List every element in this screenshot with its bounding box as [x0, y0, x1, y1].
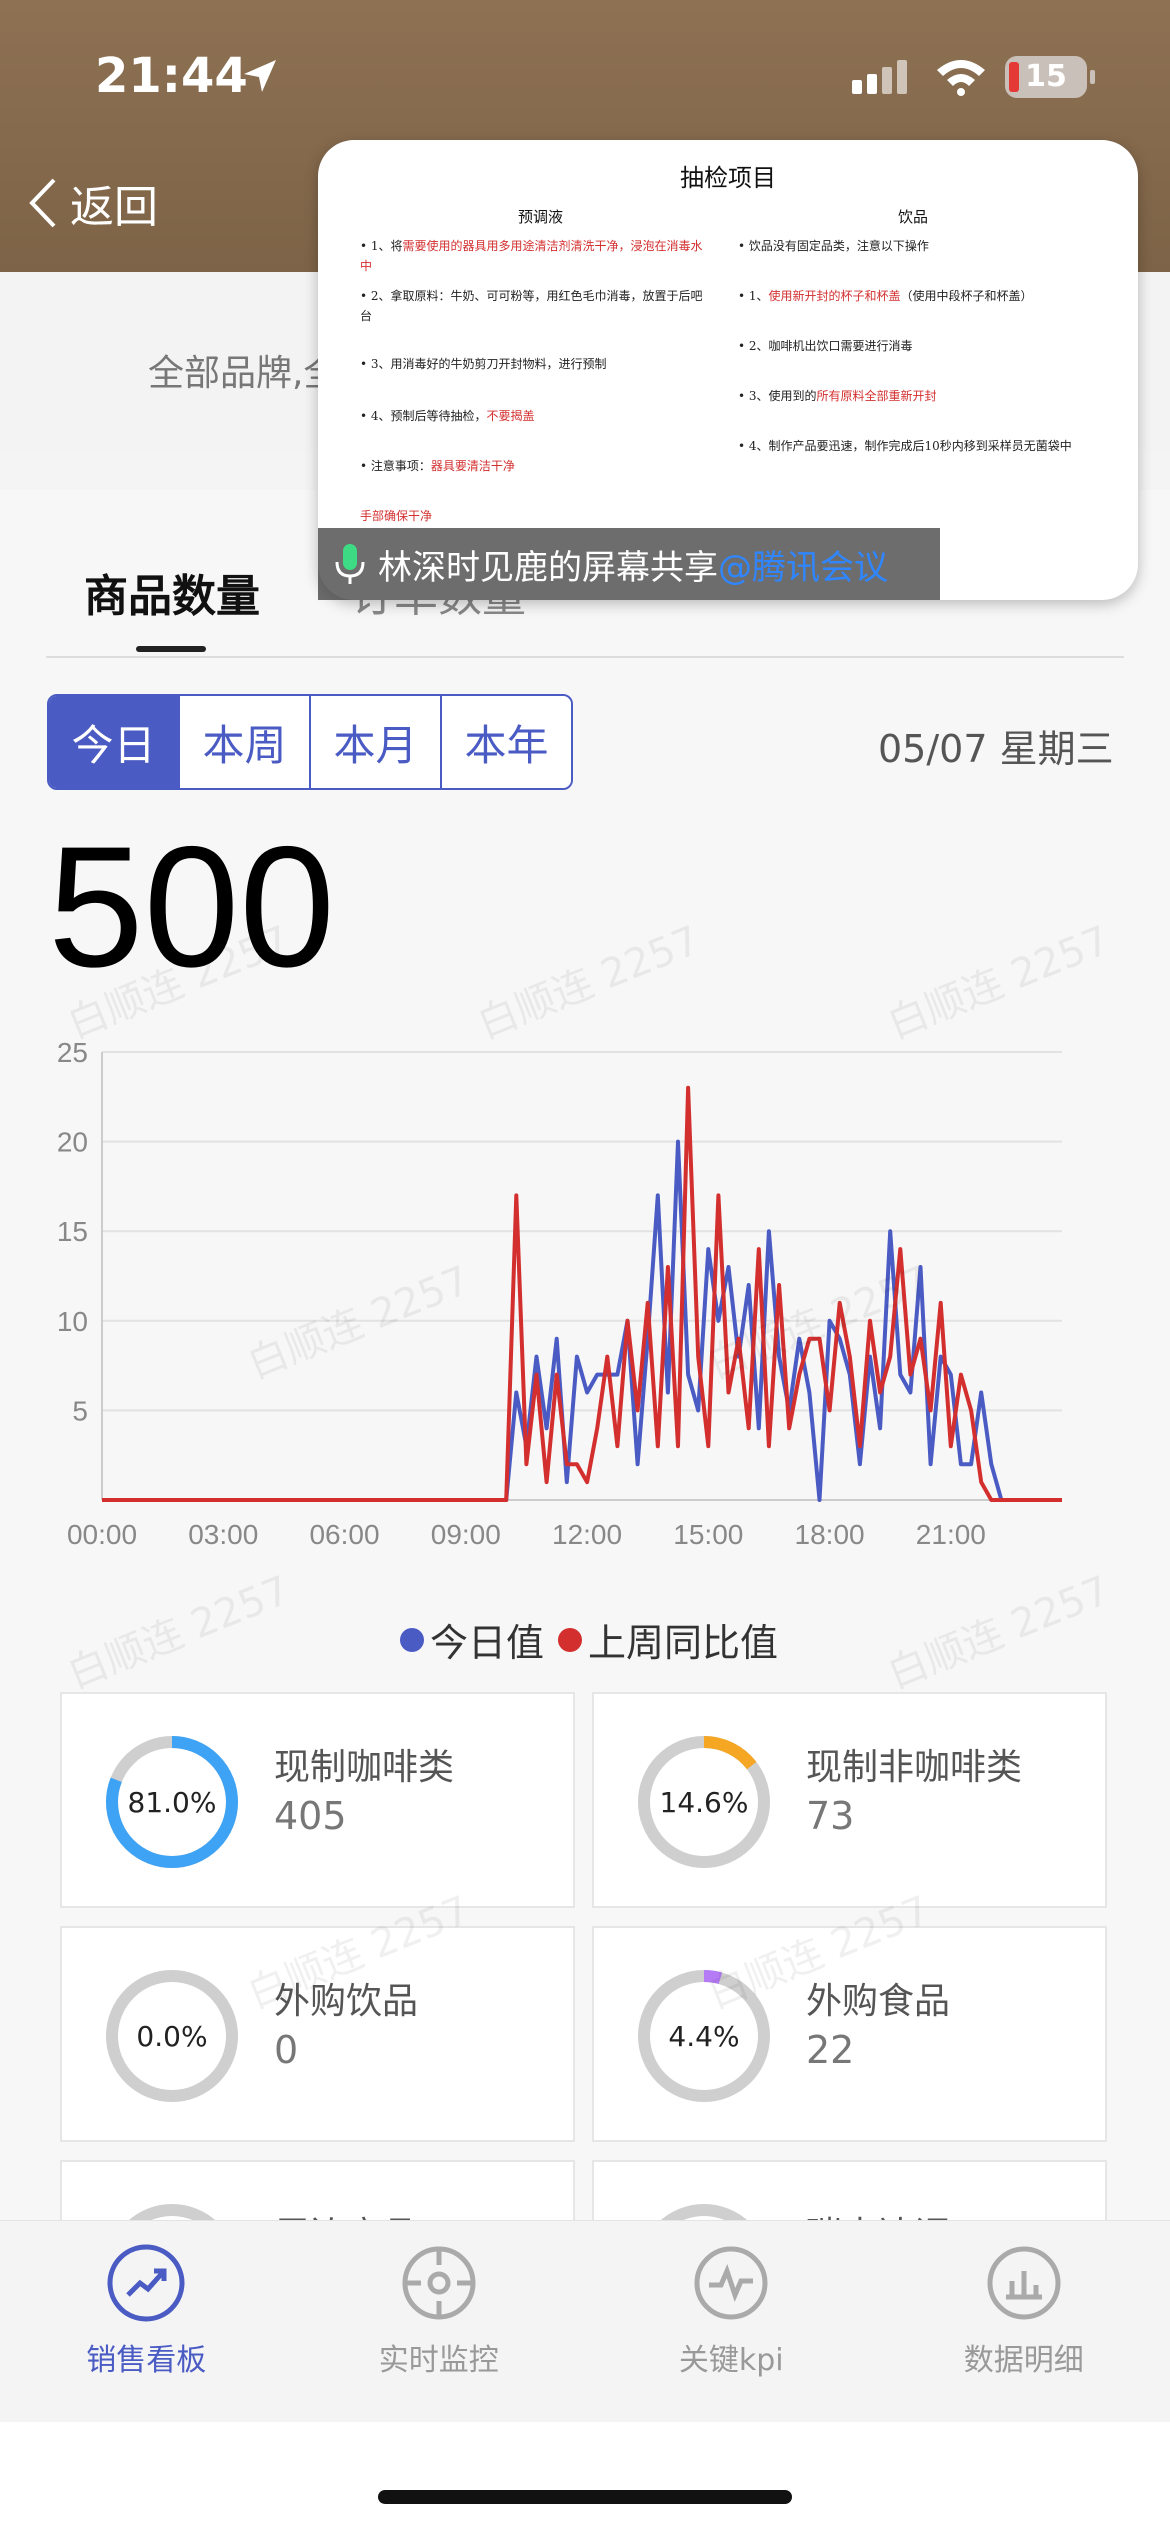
share-doc-line: • 3、用消毒好的牛奶剪刀开封物料，进行预制: [360, 357, 607, 371]
bottom-navigation: 销售看板 实时监控 关键kpi 数据明细: [0, 2220, 1170, 2422]
x-tick-label: 06:00: [309, 1519, 379, 1550]
share-doc-line: • 注意事项：器具要清洁干净: [360, 459, 515, 473]
tab-underline: [136, 646, 206, 652]
share-doc-line: • 4、制作产品要迅速，制作完成后10秒内移到采样员无菌袋中: [738, 439, 1072, 453]
stat-name: 现制咖啡类: [274, 1747, 455, 1788]
stat-percent: 0.0%: [136, 2019, 208, 2053]
share-doc-line: • 4、预制后等待抽检，不要揭盖: [360, 409, 535, 423]
tab-product-quantity[interactable]: 商品数量: [84, 571, 260, 622]
x-tick-label: 03:00: [188, 1519, 258, 1550]
stat-name: 外购饮品: [274, 1981, 419, 2022]
share-app-link[interactable]: @腾讯会议: [718, 547, 888, 588]
screen-share-window[interactable]: 抽检项目 预调液 饮品 • 1、将需要使用的器具用多用途清洁剂清洗干净，浸泡在消…: [318, 140, 1138, 600]
x-tick-label: 21:00: [916, 1519, 986, 1550]
current-date: 05/07 星期三: [878, 727, 1114, 771]
ring-progress: [106, 1736, 238, 1868]
stat-name: 现制非咖啡类: [806, 1747, 1023, 1788]
share-doc-line: 手部确保干净: [360, 509, 433, 523]
progress-ring: [106, 1970, 238, 2102]
location-arrow-icon: [244, 60, 276, 92]
quantity-line-chart: 5 10 15 20 25 00:00 03:00 06:00 09:00 12:00 15:00 1…: [57, 1037, 1062, 1550]
filter-text: 全部品牌,全: [148, 353, 340, 394]
share-col1-title: 预调液: [518, 208, 564, 226]
progress-ring: [638, 1736, 770, 1868]
battery-level: 15: [1025, 59, 1067, 94]
stat-value: 22: [806, 2028, 855, 2072]
period-selector: 今日 本周 本月 本年: [47, 694, 573, 790]
y-tick-label: 5: [72, 1395, 88, 1426]
y-tick-label: 20: [57, 1127, 88, 1158]
y-tick-label: 25: [57, 1037, 88, 1068]
ring-progress: [638, 1736, 770, 1868]
stat-card[interactable]: 14.6% 现制非咖啡类 73: [592, 1692, 1107, 1908]
tab-divider: [46, 656, 1124, 658]
share-doc-line: • 饮品没有固定品类，注意以下操作: [738, 239, 929, 253]
series-line-last-week: [102, 1085, 1062, 1502]
share-col2-title: 饮品: [898, 208, 929, 226]
cellular-signal-icon: [852, 60, 907, 94]
stat-percent: 4.4%: [668, 2019, 740, 2053]
nav-realtime-monitor[interactable]: 实时监控: [293, 2221, 586, 2422]
target-icon: [402, 2246, 476, 2320]
status-time: 21:44: [95, 48, 248, 104]
wifi-icon: [937, 60, 985, 96]
y-tick-label: 10: [57, 1306, 88, 1337]
y-tick-label: 15: [57, 1216, 88, 1247]
stat-percent: 81.0%: [127, 1785, 217, 1819]
period-today-button[interactable]: 今日: [49, 696, 178, 788]
total-quantity: 500: [48, 811, 335, 1003]
bar-chart-icon: [987, 2246, 1061, 2320]
share-doc-line: • 3、使用到的所有原料全部重新开封: [738, 389, 937, 403]
bottom-safe-area: [0, 2422, 1170, 2532]
x-tick-label: 15:00: [673, 1519, 743, 1550]
share-doc-line: • 2、咖啡机出饮口需要进行消毒: [738, 339, 913, 353]
legend-lastweek-dot: [558, 1627, 583, 1652]
stat-percent: 14.6%: [659, 1785, 749, 1819]
period-month-button[interactable]: 本月: [309, 696, 440, 788]
microphone-icon: [335, 544, 365, 584]
screen-share-bar[interactable]: 林深时见鹿的屏幕共享 @腾讯会议: [318, 528, 940, 600]
stat-value: 405: [274, 1794, 347, 1838]
period-year-button[interactable]: 本年: [440, 696, 571, 788]
x-tick-label: 12:00: [552, 1519, 622, 1550]
x-tick-label: 09:00: [431, 1519, 501, 1550]
back-label: 返回: [70, 182, 158, 233]
stat-name: 外购食品: [806, 1981, 951, 2022]
back-button[interactable]: 返回: [28, 170, 158, 236]
progress-ring: [638, 1970, 770, 2102]
share-doc-line: • 1、使用新开封的杯子和杯盖（使用中段杯子和杯盖）: [738, 289, 1033, 303]
trend-icon: [107, 2244, 185, 2322]
legend-today-label: 今日值: [430, 1621, 545, 1665]
ring-track: [106, 1970, 238, 2102]
share-doc-line: • 1、将需要使用的器具用多用途清洁剂清洗干净，浸泡在消毒水中: [360, 239, 703, 273]
home-indicator[interactable]: [378, 2490, 792, 2504]
legend-today-dot: [400, 1627, 424, 1652]
stat-value: 73: [806, 1794, 855, 1838]
x-tick-label: 00:00: [67, 1519, 137, 1550]
stat-card[interactable]: 81.0% 现制咖啡类 405: [60, 1692, 575, 1908]
nav-key-kpi[interactable]: 关键kpi: [585, 2221, 878, 2422]
nav-data-details[interactable]: 数据明细: [878, 2221, 1170, 2422]
nav-label: 数据明细: [963, 2343, 1084, 2378]
stat-card[interactable]: 4.4% 外购食品 22: [592, 1926, 1107, 2142]
chevron-left-icon: [29, 178, 56, 228]
nav-sales-dashboard[interactable]: 销售看板: [0, 2221, 293, 2422]
nav-label: 关键kpi: [678, 2343, 784, 2378]
stat-card[interactable]: 0.0% 外购饮品 0: [60, 1926, 575, 2142]
nav-label: 销售看板: [86, 2343, 207, 2378]
chart-legend: 今日值 上周同比值: [400, 1612, 778, 1667]
legend-lastweek-label: 上周同比值: [588, 1621, 779, 1665]
progress-ring: [106, 1736, 238, 1868]
share-doc-line: • 2、拿取原料：牛奶、可可粉等，用红色毛巾消毒，放置于后吧台: [360, 289, 703, 323]
x-tick-label: 18:00: [795, 1519, 865, 1550]
share-name: 林深时见鹿的屏幕共享: [378, 547, 718, 588]
pulse-icon: [694, 2246, 768, 2320]
share-doc-title: 抽检项目: [680, 164, 776, 192]
ring-progress: [638, 1970, 770, 2102]
nav-label: 实时监控: [378, 2343, 499, 2378]
battery-indicator: 15: [1005, 56, 1095, 98]
stat-value: 0: [274, 2028, 299, 2072]
period-week-button[interactable]: 本周: [178, 696, 309, 788]
